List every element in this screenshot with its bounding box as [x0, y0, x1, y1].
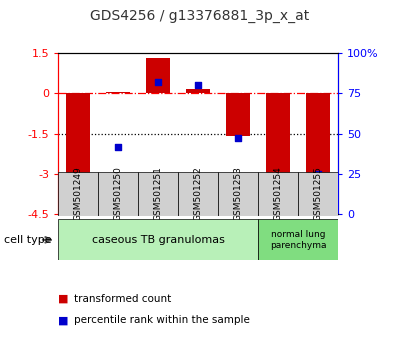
Text: percentile rank within the sample: percentile rank within the sample: [74, 315, 250, 325]
Text: transformed count: transformed count: [74, 294, 171, 304]
Bar: [306, 93, 330, 187]
Bar: [226, 93, 250, 136]
Text: GSM501250: GSM501250: [114, 166, 122, 221]
Text: GSM501255: GSM501255: [314, 166, 322, 221]
Bar: [258, 219, 338, 260]
Text: GSM501252: GSM501252: [194, 166, 202, 221]
Bar: [58, 219, 258, 260]
Point: [75, 210, 81, 215]
Text: GSM501253: GSM501253: [234, 166, 242, 221]
Text: GSM501251: GSM501251: [154, 166, 162, 221]
Text: ■: ■: [58, 294, 68, 304]
Point: [315, 171, 321, 177]
Text: normal lung
parenchyma: normal lung parenchyma: [270, 230, 326, 250]
Point: [235, 136, 241, 141]
Bar: [266, 93, 290, 182]
Text: GSM501249: GSM501249: [74, 166, 82, 221]
Text: GDS4256 / g13376881_3p_x_at: GDS4256 / g13376881_3p_x_at: [90, 9, 310, 23]
Point: [155, 79, 161, 85]
Bar: [298, 172, 338, 216]
Text: caseous TB granulomas: caseous TB granulomas: [92, 235, 224, 245]
Bar: [66, 93, 90, 195]
Point: [275, 199, 281, 204]
Bar: [178, 172, 218, 216]
Bar: [186, 89, 210, 93]
Text: cell type: cell type: [4, 235, 52, 245]
Bar: [258, 172, 298, 216]
Bar: [106, 92, 130, 93]
Bar: [138, 172, 178, 216]
Bar: [218, 172, 258, 216]
Text: GSM501254: GSM501254: [274, 166, 282, 221]
Point: [115, 144, 121, 149]
Bar: [98, 172, 138, 216]
Point: [195, 82, 201, 88]
Text: ■: ■: [58, 315, 68, 325]
Bar: [58, 172, 98, 216]
Bar: [146, 58, 170, 93]
